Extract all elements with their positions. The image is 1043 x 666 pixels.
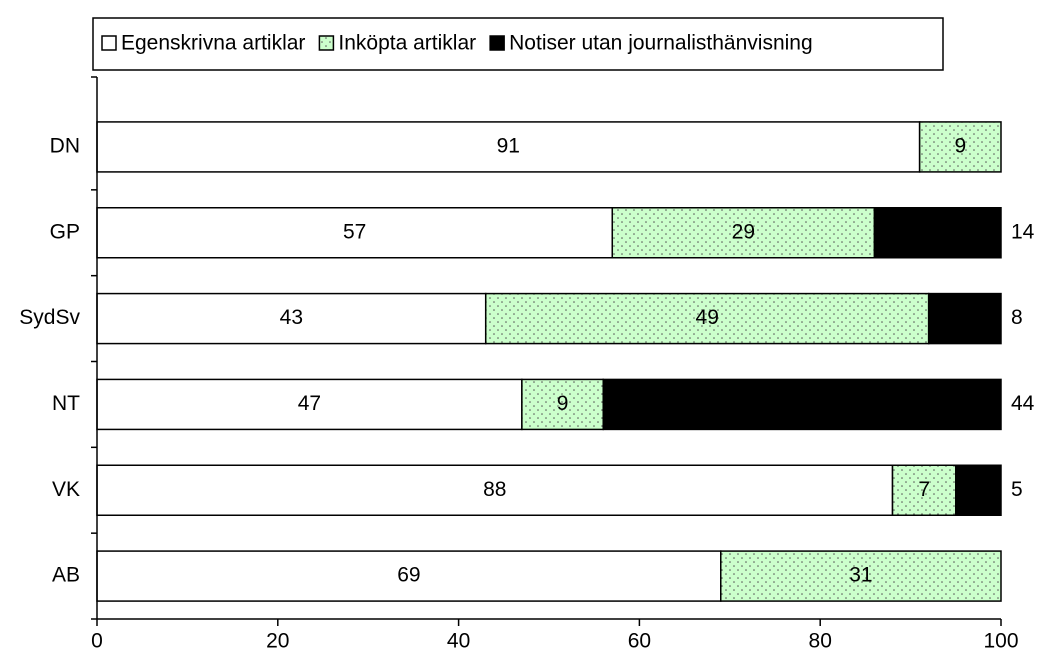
data-label: 29 <box>732 220 755 243</box>
x-tick-label: 80 <box>809 630 832 653</box>
bar-segment <box>484 292 930 345</box>
legend-swatch <box>489 35 505 51</box>
x-tick-label: 40 <box>447 630 470 653</box>
legend-box <box>92 17 944 71</box>
bar-segment <box>720 550 1002 602</box>
legend-swatch <box>318 35 335 51</box>
x-tick-label: 0 <box>91 630 103 653</box>
y-tick-label: SydSv <box>19 306 80 329</box>
data-label: 14 <box>1011 220 1035 243</box>
legend-label: Egenskrivna artiklar <box>121 32 305 55</box>
data-label: 9 <box>954 134 966 157</box>
bar-segment <box>96 121 921 173</box>
y-tick-label: GP <box>50 220 80 243</box>
y-tick-label: NT <box>52 392 80 415</box>
y-tick-label: DN <box>50 134 80 157</box>
legend-label: Notiser utan journalisthänvisning <box>509 32 813 55</box>
bar-segment <box>96 550 722 602</box>
legend-label: Inköpta artiklar <box>338 32 476 55</box>
bar-segment <box>955 464 1002 516</box>
data-label: 88 <box>483 478 506 501</box>
data-label: 7 <box>918 478 930 501</box>
bar-segment <box>918 121 1002 173</box>
y-tick-label: VK <box>52 478 80 501</box>
data-label: 57 <box>343 220 366 243</box>
data-label: 47 <box>298 392 321 415</box>
data-label: 31 <box>849 564 872 587</box>
data-label: 69 <box>397 564 420 587</box>
bar-segment <box>873 207 1002 259</box>
x-tick-label: 20 <box>266 630 289 653</box>
legend-swatch <box>101 35 117 51</box>
y-tick-label: AB <box>52 564 80 587</box>
bar-segment <box>96 464 894 516</box>
bar-segment <box>927 292 1002 345</box>
data-label: 8 <box>1011 306 1023 329</box>
data-label: 9 <box>557 392 569 415</box>
x-tick-label: 100 <box>983 630 1018 653</box>
data-label: 91 <box>497 134 520 157</box>
bar-segment <box>602 378 1002 431</box>
data-label: 44 <box>1011 392 1035 415</box>
data-label: 49 <box>696 306 719 329</box>
bar-segment <box>611 207 876 259</box>
data-label: 43 <box>280 306 303 329</box>
data-label: 5 <box>1011 478 1023 501</box>
bar-segment <box>521 378 604 431</box>
x-tick-label: 60 <box>628 630 651 653</box>
